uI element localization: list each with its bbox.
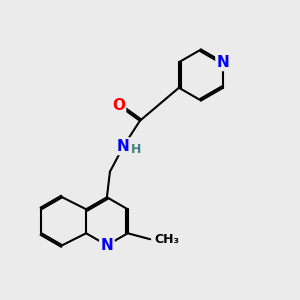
Text: CH₃: CH₃	[155, 233, 180, 246]
Text: N: N	[117, 139, 130, 154]
Text: N: N	[100, 238, 113, 253]
Text: H: H	[131, 143, 141, 156]
Text: N: N	[217, 55, 230, 70]
Text: O: O	[112, 98, 125, 113]
